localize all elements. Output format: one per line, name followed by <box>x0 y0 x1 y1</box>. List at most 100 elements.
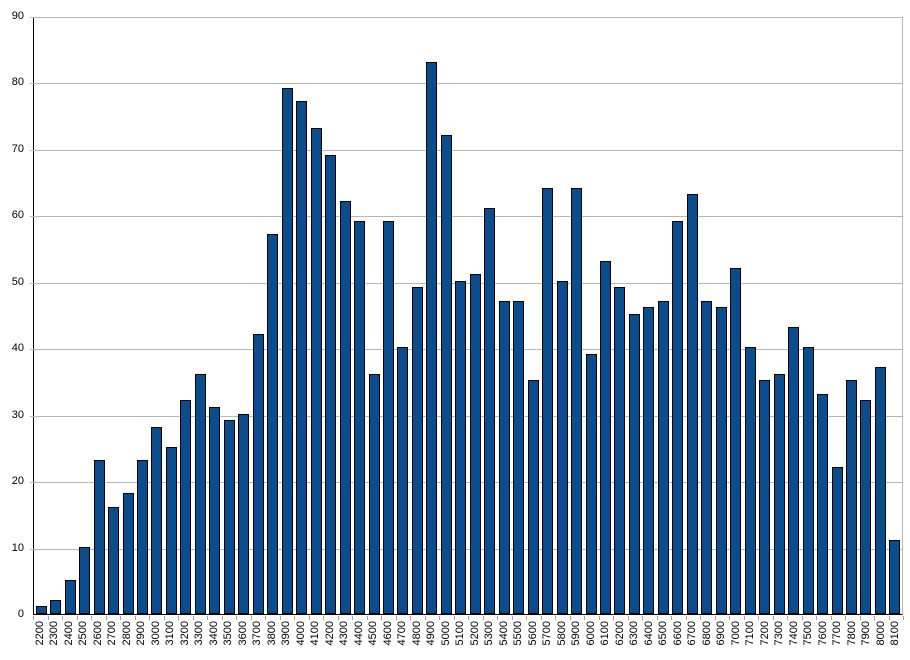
x-label-cell: 3700 <box>251 621 266 659</box>
x-tick-label-3200: 3200 <box>178 621 191 646</box>
bar-4800 <box>411 287 423 614</box>
x-label-cell: 6000 <box>584 621 599 659</box>
x-label-cell: 5500 <box>512 621 527 659</box>
x-label-cell: 7900 <box>860 621 875 659</box>
bar-7000 <box>730 267 742 614</box>
bar-cell-2900 <box>135 17 149 614</box>
x-tick-label-4500: 4500 <box>367 621 380 646</box>
x-tick <box>627 616 629 620</box>
x-tick <box>540 616 542 620</box>
bar-cell-4500 <box>367 17 381 614</box>
x-tick-label-3500: 3500 <box>222 621 235 646</box>
bar-cell-3500 <box>222 17 236 614</box>
bar-3900 <box>281 88 293 614</box>
x-label-cell: 4000 <box>294 621 309 659</box>
bar-2500 <box>79 546 91 614</box>
bar-cell-4900 <box>425 17 439 614</box>
bar-cell-2700 <box>106 17 120 614</box>
bar-cell-5900 <box>569 17 583 614</box>
x-label-cell: 4600 <box>381 621 396 659</box>
x-tick <box>410 616 411 620</box>
bar-5700 <box>542 187 554 614</box>
bar-cell-4300 <box>338 17 352 614</box>
bar-cell-2400 <box>63 17 77 614</box>
x-label-cell: 6800 <box>700 621 715 659</box>
bar-cell-4200 <box>323 17 337 614</box>
bar-cell-6200 <box>613 17 627 614</box>
x-tick-label-2600: 2600 <box>91 621 104 646</box>
x-label-cell: 7400 <box>787 621 802 659</box>
x-tick-label-7400: 7400 <box>787 621 800 646</box>
x-tick <box>642 616 643 620</box>
x-tick <box>439 616 440 620</box>
x-label-cell: 4800 <box>410 621 425 659</box>
x-label-cell: 3900 <box>280 621 295 659</box>
x-tick <box>555 616 556 620</box>
x-label-cell: 2400 <box>62 621 77 659</box>
y-tick-label: 30 <box>11 408 24 421</box>
bar-6800 <box>701 300 713 614</box>
x-label-cell: 2300 <box>48 621 63 659</box>
x-label-cell: 7000 <box>729 621 744 659</box>
x-tick <box>149 616 150 620</box>
bar-7600 <box>817 393 829 614</box>
bar-6600 <box>672 220 684 614</box>
x-tick-label-6100: 6100 <box>599 621 612 646</box>
x-tick <box>395 616 397 620</box>
x-label-cell: 7100 <box>744 621 759 659</box>
bar-3100 <box>165 446 177 614</box>
x-label-cell: 5800 <box>555 621 570 659</box>
x-tick-label-5200: 5200 <box>468 621 481 646</box>
x-label-cell: 5100 <box>454 621 469 659</box>
bar-4500 <box>368 373 380 614</box>
x-tick <box>308 616 310 620</box>
x-label-cell: 4300 <box>338 621 353 659</box>
bar-3800 <box>267 234 279 614</box>
x-label-cell: 7200 <box>758 621 773 659</box>
bar-cell-6500 <box>656 17 670 614</box>
x-tick <box>91 616 92 620</box>
x-label-cell: 5700 <box>541 621 556 659</box>
gridline-60 <box>30 216 902 218</box>
x-tick <box>221 616 223 620</box>
bar-4300 <box>339 201 351 614</box>
x-tick-label-4000: 4000 <box>294 621 307 646</box>
bar-cell-7600 <box>815 17 829 614</box>
bar-2800 <box>122 493 134 614</box>
bar-cell-6100 <box>598 17 612 614</box>
x-label-cell: 3500 <box>222 621 237 659</box>
bar-cell-2200 <box>34 17 48 614</box>
x-tick-label-7200: 7200 <box>758 621 771 646</box>
bar-4900 <box>426 61 438 614</box>
x-tick <box>758 616 759 620</box>
x-tick-label-4200: 4200 <box>323 621 336 646</box>
x-tick-label-4600: 4600 <box>381 621 394 646</box>
x-tick-label-6800: 6800 <box>700 621 713 646</box>
x-tick <box>468 616 469 620</box>
x-label-cell: 2900 <box>135 621 150 659</box>
x-tick <box>453 616 455 620</box>
x-label-cell: 7800 <box>845 621 860 659</box>
x-label-cell: 5600 <box>526 621 541 659</box>
x-tick-label-5500: 5500 <box>512 621 525 646</box>
x-tick-label-5100: 5100 <box>454 621 467 646</box>
bar-4100 <box>310 127 322 614</box>
x-label-cell: 6400 <box>642 621 657 659</box>
x-tick-label-2200: 2200 <box>33 621 46 646</box>
x-tick <box>598 616 600 620</box>
x-tick-label-7900: 7900 <box>860 621 873 646</box>
bar-7300 <box>773 373 785 614</box>
x-tick-label-2800: 2800 <box>120 621 133 646</box>
x-tick-label-3000: 3000 <box>149 621 162 646</box>
bar-cell-3200 <box>179 17 193 614</box>
x-tick <box>845 616 846 620</box>
x-tick <box>424 616 426 620</box>
x-label-cell: 3300 <box>193 621 208 659</box>
x-label-cell: 5900 <box>570 621 585 659</box>
x-tick <box>830 616 832 620</box>
x-tick <box>105 616 107 620</box>
bar-6500 <box>657 300 669 614</box>
x-label-cell: 2200 <box>33 621 48 659</box>
bar-7100 <box>744 347 756 614</box>
x-axis-labels: 2200 2300 2400 2500 2600 2700 2800 2900 3000 3100… <box>33 621 903 659</box>
